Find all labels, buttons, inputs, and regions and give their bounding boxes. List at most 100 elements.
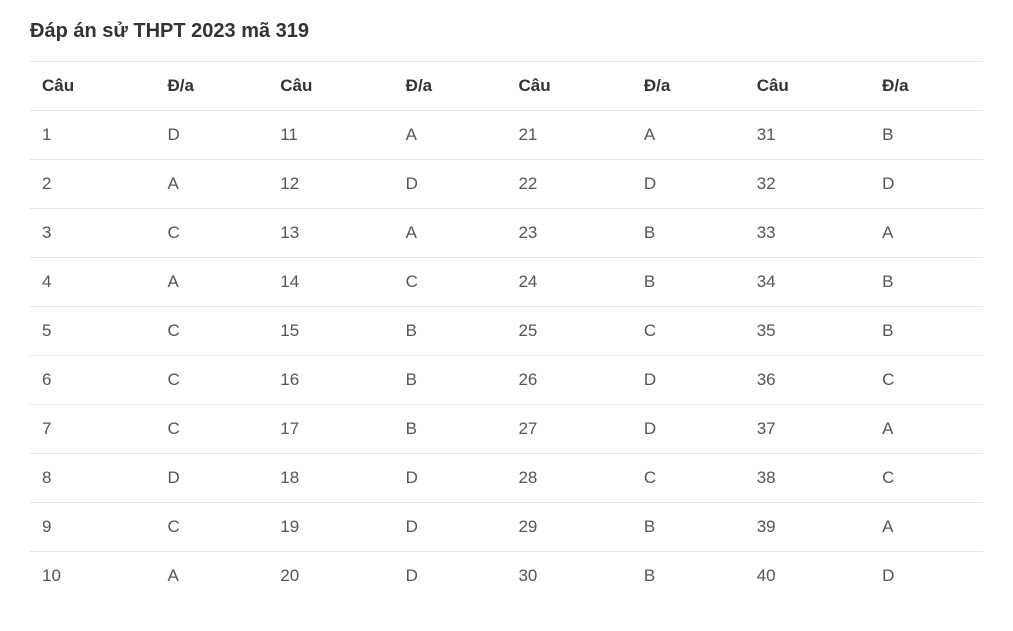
table-cell: 28 xyxy=(506,454,631,503)
table-cell: B xyxy=(394,356,507,405)
table-cell: B xyxy=(870,258,983,307)
table-cell: D xyxy=(155,111,268,160)
table-cell: D xyxy=(394,454,507,503)
table-cell: 15 xyxy=(268,307,393,356)
table-cell: 34 xyxy=(745,258,870,307)
table-cell: D xyxy=(394,503,507,552)
col-header: Đ/a xyxy=(870,62,983,111)
table-cell: B xyxy=(394,307,507,356)
table-cell: 3 xyxy=(30,209,155,258)
table-cell: A xyxy=(155,552,268,601)
table-cell: 24 xyxy=(506,258,631,307)
table-cell: 27 xyxy=(506,405,631,454)
table-cell: 7 xyxy=(30,405,155,454)
table-cell: 2 xyxy=(30,160,155,209)
table-row: 6C16B26D36C xyxy=(30,356,983,405)
table-cell: A xyxy=(870,503,983,552)
table-cell: C xyxy=(155,503,268,552)
table-cell: C xyxy=(394,258,507,307)
table-cell: B xyxy=(632,209,745,258)
table-cell: B xyxy=(394,405,507,454)
table-row: 8D18D28C38C xyxy=(30,454,983,503)
table-cell: 11 xyxy=(268,111,393,160)
table-cell: 19 xyxy=(268,503,393,552)
table-cell: 26 xyxy=(506,356,631,405)
table-cell: C xyxy=(870,454,983,503)
table-cell: 40 xyxy=(745,552,870,601)
table-cell: 39 xyxy=(745,503,870,552)
table-cell: 29 xyxy=(506,503,631,552)
table-cell: A xyxy=(394,209,507,258)
table-cell: A xyxy=(155,160,268,209)
table-cell: 33 xyxy=(745,209,870,258)
table-cell: B xyxy=(632,503,745,552)
table-cell: 36 xyxy=(745,356,870,405)
table-cell: 25 xyxy=(506,307,631,356)
table-cell: D xyxy=(870,160,983,209)
table-cell: D xyxy=(394,552,507,601)
table-cell: 23 xyxy=(506,209,631,258)
table-cell: 20 xyxy=(268,552,393,601)
table-cell: 17 xyxy=(268,405,393,454)
table-cell: A xyxy=(394,111,507,160)
table-cell: D xyxy=(632,405,745,454)
table-row: 9C19D29B39A xyxy=(30,503,983,552)
col-header: Đ/a xyxy=(394,62,507,111)
table-cell: A xyxy=(155,258,268,307)
table-cell: C xyxy=(155,405,268,454)
table-body: 1D11A21A31B2A12D22D32D3C13A23B33A4A14C24… xyxy=(30,111,983,601)
table-cell: 38 xyxy=(745,454,870,503)
col-header: Câu xyxy=(268,62,393,111)
col-header: Đ/a xyxy=(632,62,745,111)
table-cell: D xyxy=(632,356,745,405)
table-cell: 18 xyxy=(268,454,393,503)
table-cell: A xyxy=(870,405,983,454)
table-cell: 9 xyxy=(30,503,155,552)
table-cell: 35 xyxy=(745,307,870,356)
table-cell: D xyxy=(632,160,745,209)
table-header-row: Câu Đ/a Câu Đ/a Câu Đ/a Câu Đ/a xyxy=(30,62,983,111)
table-row: 4A14C24B34B xyxy=(30,258,983,307)
table-cell: 30 xyxy=(506,552,631,601)
table-cell: C xyxy=(870,356,983,405)
table-cell: 21 xyxy=(506,111,631,160)
table-row: 1D11A21A31B xyxy=(30,111,983,160)
table-cell: 1 xyxy=(30,111,155,160)
table-cell: 12 xyxy=(268,160,393,209)
table-cell: D xyxy=(394,160,507,209)
table-cell: 16 xyxy=(268,356,393,405)
table-cell: 8 xyxy=(30,454,155,503)
table-cell: 32 xyxy=(745,160,870,209)
table-cell: B xyxy=(870,111,983,160)
table-cell: 10 xyxy=(30,552,155,601)
table-cell: B xyxy=(632,258,745,307)
table-cell: 13 xyxy=(268,209,393,258)
table-cell: A xyxy=(870,209,983,258)
table-cell: D xyxy=(870,552,983,601)
table-cell: 4 xyxy=(30,258,155,307)
col-header: Câu xyxy=(745,62,870,111)
col-header: Đ/a xyxy=(155,62,268,111)
table-cell: 5 xyxy=(30,307,155,356)
page-title: Đáp án sử THPT 2023 mã 319 xyxy=(30,20,983,43)
table-cell: 6 xyxy=(30,356,155,405)
table-cell: 31 xyxy=(745,111,870,160)
table-cell: C xyxy=(155,307,268,356)
table-row: 7C17B27D37A xyxy=(30,405,983,454)
table-cell: 14 xyxy=(268,258,393,307)
table-cell: B xyxy=(870,307,983,356)
table-cell: B xyxy=(632,552,745,601)
table-cell: 37 xyxy=(745,405,870,454)
table-cell: D xyxy=(155,454,268,503)
table-row: 5C15B25C35B xyxy=(30,307,983,356)
col-header: Câu xyxy=(30,62,155,111)
table-cell: 22 xyxy=(506,160,631,209)
table-cell: A xyxy=(632,111,745,160)
table-cell: C xyxy=(632,307,745,356)
col-header: Câu xyxy=(506,62,631,111)
table-cell: C xyxy=(632,454,745,503)
answer-table: Câu Đ/a Câu Đ/a Câu Đ/a Câu Đ/a 1D11A21A… xyxy=(30,61,983,600)
table-row: 10A20D30B40D xyxy=(30,552,983,601)
table-cell: C xyxy=(155,209,268,258)
table-row: 2A12D22D32D xyxy=(30,160,983,209)
